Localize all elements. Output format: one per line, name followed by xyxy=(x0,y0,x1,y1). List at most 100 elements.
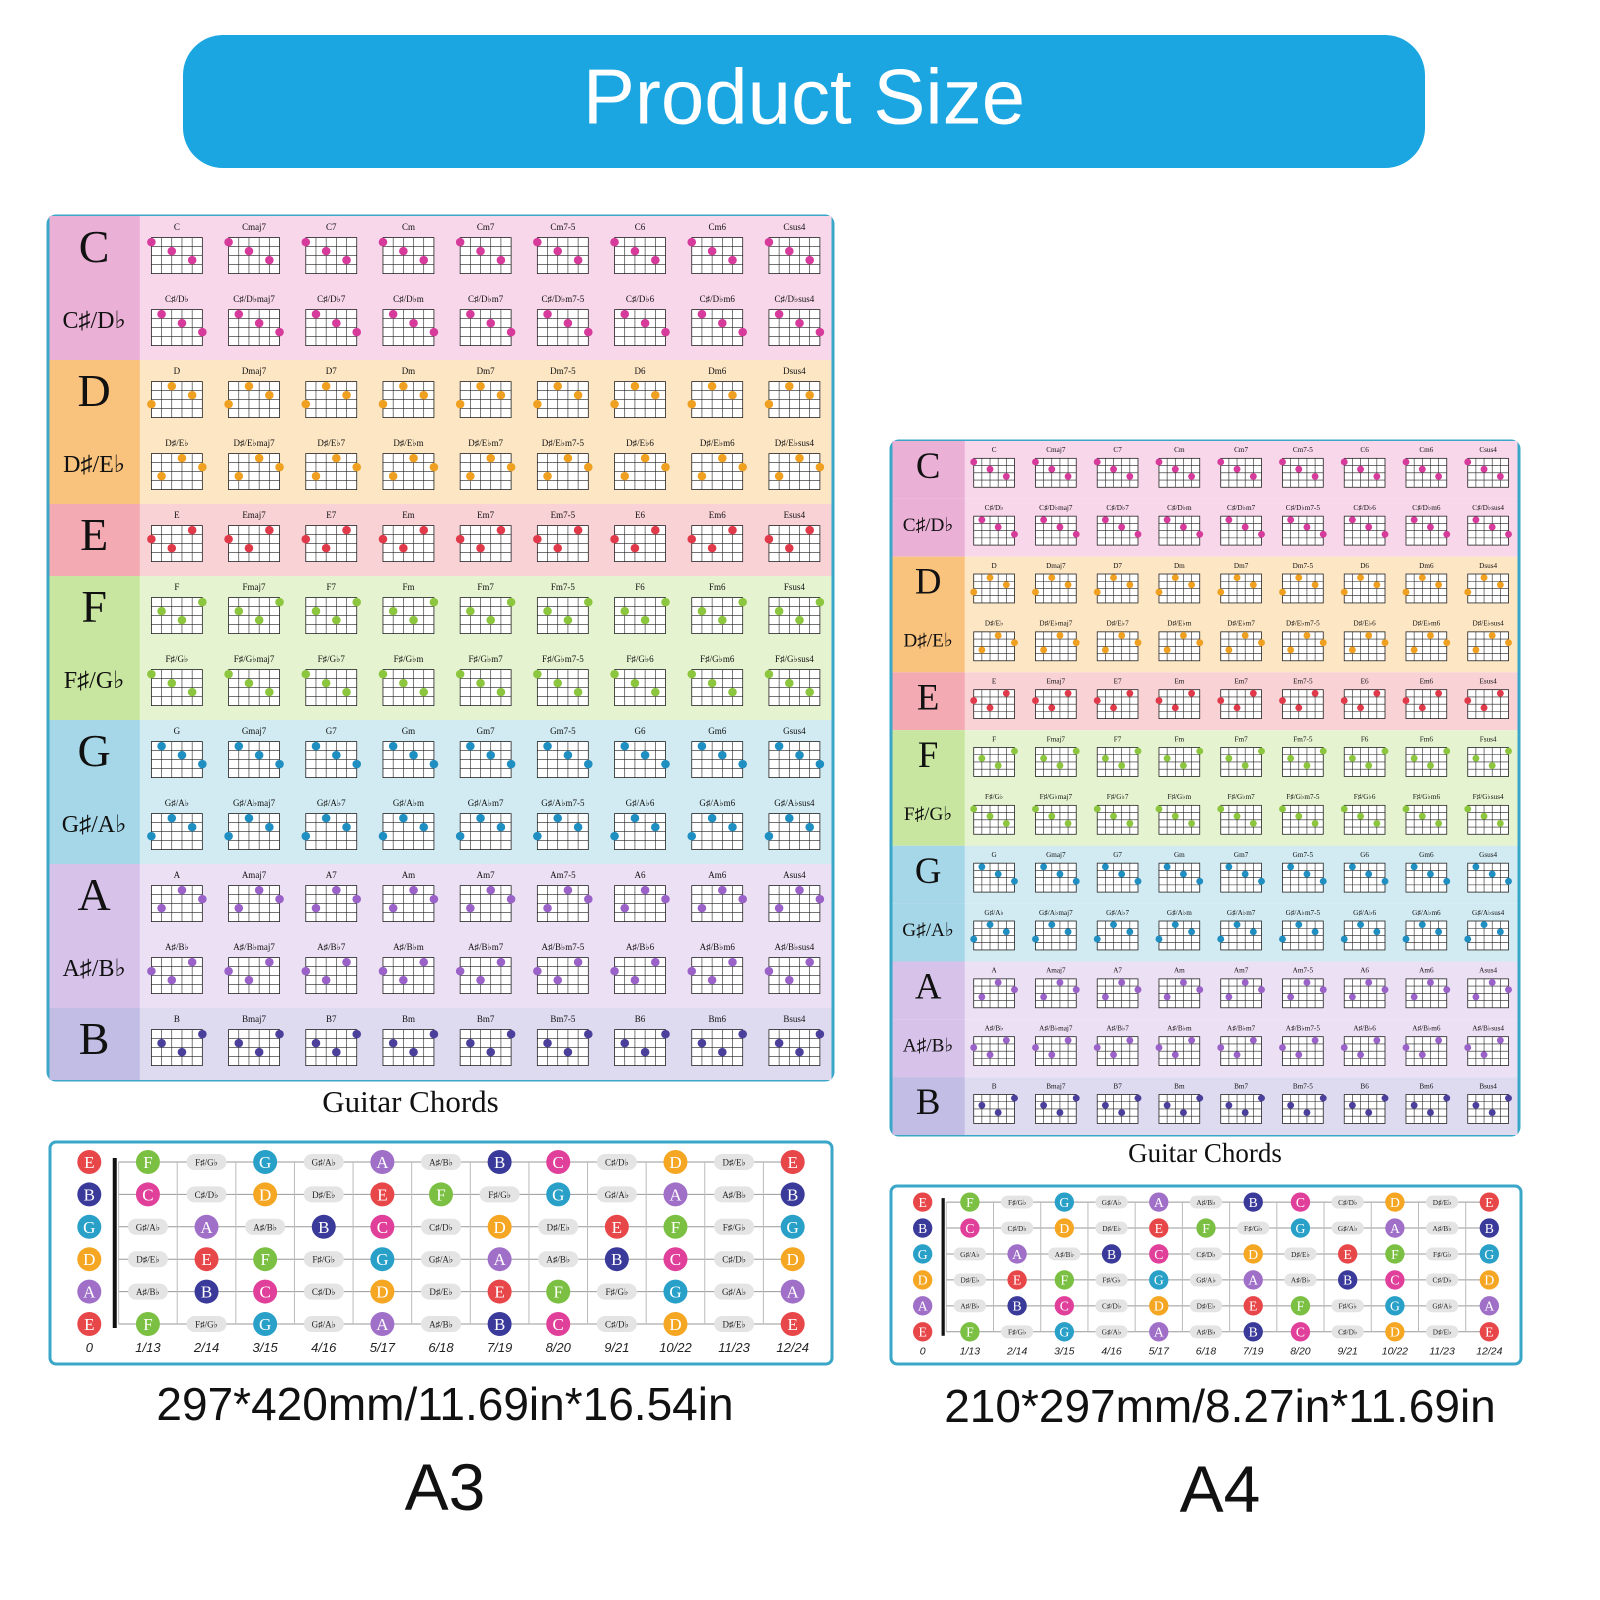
fret-number: 5/17 xyxy=(370,1340,396,1355)
finger-dot xyxy=(584,759,593,769)
finger-dot xyxy=(311,1038,321,1048)
finger-dot xyxy=(378,399,388,409)
chord-name: G xyxy=(174,726,181,736)
note-label: D♯/E♭ xyxy=(1433,1199,1452,1207)
root-label: A♯/B♭ xyxy=(903,1035,954,1056)
note-circle xyxy=(912,1322,933,1342)
finger-dot xyxy=(1171,704,1179,712)
note-label: F xyxy=(143,1153,152,1172)
finger-dot xyxy=(533,237,542,247)
finger-dot xyxy=(1002,1036,1010,1044)
finger-dot xyxy=(815,327,825,337)
finger-dot xyxy=(707,246,717,256)
finger-dot xyxy=(1217,458,1225,466)
finger-dot xyxy=(147,966,156,976)
chord-name: Bmaj7 xyxy=(1046,1082,1066,1090)
chord-name: Am6 xyxy=(1419,967,1434,975)
finger-dot xyxy=(774,471,784,481)
chord-name: F♯/G♭6 xyxy=(626,654,654,664)
finger-dot xyxy=(584,462,593,472)
note-label: G xyxy=(918,1247,928,1262)
chord-name: B xyxy=(992,1082,997,1090)
finger-dot xyxy=(986,574,994,582)
note-circle xyxy=(429,1182,453,1207)
chord-name: A♯/B♭6 xyxy=(626,942,655,952)
note-label: G xyxy=(1154,1273,1164,1288)
note-label: A♯/B♭ xyxy=(429,1320,453,1330)
chord-name: Em7-5 xyxy=(551,510,576,520)
finger-dot xyxy=(533,966,542,976)
note-label: B xyxy=(494,1315,505,1334)
note-pill xyxy=(186,1316,227,1332)
finger-dot xyxy=(728,957,737,967)
note-pill xyxy=(953,1299,987,1313)
finger-dot xyxy=(1488,762,1496,770)
finger-dot xyxy=(1464,935,1472,943)
note-label: D♯/E♭ xyxy=(1433,1329,1452,1337)
note-circle xyxy=(253,1150,278,1174)
finger-dot xyxy=(1040,516,1048,524)
finger-dot xyxy=(785,975,794,985)
chord-name: G♯/A♭m7 xyxy=(468,798,504,808)
finger-dot xyxy=(1110,465,1117,473)
finger-dot xyxy=(332,750,341,760)
chord-name: Emaj7 xyxy=(1046,678,1065,686)
note-circle xyxy=(780,1312,805,1336)
root-bg xyxy=(49,288,140,360)
root-bg xyxy=(892,614,965,673)
finger-dot xyxy=(419,957,429,967)
finger-dot xyxy=(332,453,341,463)
finger-dot xyxy=(244,543,254,553)
finger-dot xyxy=(1188,819,1196,827)
finger-dot xyxy=(177,750,187,760)
fret-number: 6/18 xyxy=(428,1340,454,1355)
finger-dot xyxy=(1435,1036,1443,1044)
note-circle xyxy=(1149,1322,1169,1342)
finger-dot xyxy=(970,588,978,596)
note-label: E xyxy=(201,1250,211,1269)
finger-dot xyxy=(1179,979,1187,986)
note-circle xyxy=(1243,1244,1263,1264)
finger-dot xyxy=(265,390,274,400)
finger-dot xyxy=(1217,935,1225,943)
note-circle xyxy=(1149,1192,1169,1212)
note-circle xyxy=(546,1182,571,1207)
note-pill xyxy=(421,1316,461,1332)
finger-dot xyxy=(774,309,784,319)
finger-dot xyxy=(1217,1044,1225,1051)
fret-number: 4/16 xyxy=(311,1340,337,1355)
chord-name: F♯/G♭m7 xyxy=(1227,793,1255,801)
finger-dot xyxy=(718,885,727,895)
note-pill xyxy=(1331,1299,1364,1313)
finger-dot xyxy=(342,255,351,265)
finger-dot xyxy=(994,632,1002,639)
finger-dot xyxy=(553,678,563,688)
note-label: G♯/A♭ xyxy=(429,1255,453,1265)
finger-dot xyxy=(486,615,496,625)
finger-dot xyxy=(198,462,207,472)
chord-name: E6 xyxy=(635,510,645,520)
chord-name: G♯/A♭m7-5 xyxy=(541,798,585,808)
chord-name: Esus4 xyxy=(1480,678,1498,686)
note-label: F xyxy=(1061,1273,1069,1288)
note-label: F♯/G♭ xyxy=(605,1287,628,1297)
root-bg xyxy=(892,730,965,788)
finger-dot xyxy=(1410,754,1418,762)
note-pill xyxy=(714,1154,755,1170)
note-label: C xyxy=(259,1283,270,1302)
finger-dot xyxy=(1496,819,1504,827)
fret-number: 5/17 xyxy=(1149,1346,1171,1357)
root-bg xyxy=(49,648,140,720)
note-pill xyxy=(538,1251,579,1268)
note-label: F xyxy=(966,1195,974,1210)
finger-dot xyxy=(1110,921,1117,929)
finger-dot xyxy=(651,390,660,400)
chord-name: Fm7-5 xyxy=(1293,735,1313,743)
finger-dot xyxy=(1488,523,1496,531)
finger-dot xyxy=(687,831,697,841)
finger-dot xyxy=(1303,1109,1311,1117)
finger-dot xyxy=(332,615,341,625)
finger-dot xyxy=(476,975,485,985)
chord-name: B6 xyxy=(1360,1082,1369,1090)
finger-dot xyxy=(466,471,475,481)
